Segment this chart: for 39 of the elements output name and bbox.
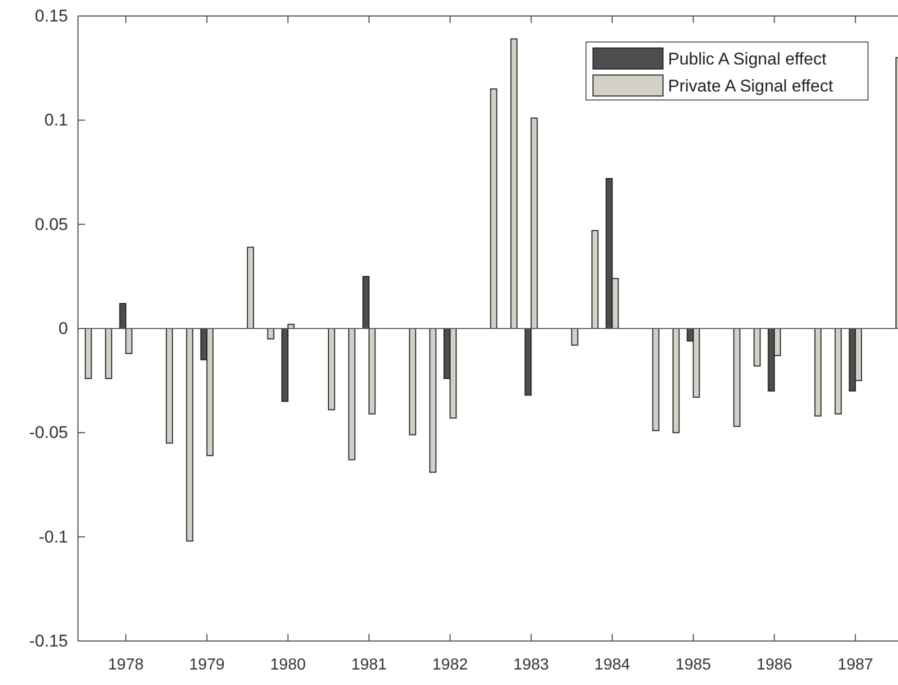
x-tick-label: 1987 xyxy=(838,656,874,674)
x-tick-label: 1985 xyxy=(675,656,712,674)
bar xyxy=(186,328,194,542)
legend-label: Private A Signal effect xyxy=(668,76,834,96)
bar xyxy=(490,88,498,329)
bar xyxy=(510,38,518,329)
y-tick-label: 0.1 xyxy=(44,110,68,130)
bar xyxy=(733,328,740,427)
x-tick-label: 1978 xyxy=(108,656,144,674)
bar xyxy=(166,328,173,444)
x-tick-label: 1986 xyxy=(756,656,792,674)
bar xyxy=(328,328,336,410)
y-tick-label: -0.1 xyxy=(38,527,68,546)
bar xyxy=(754,328,761,366)
y-tick-label: 0.15 xyxy=(34,6,68,26)
bar xyxy=(814,328,822,416)
y-tick-label: 0.05 xyxy=(34,214,68,234)
bar xyxy=(591,230,599,329)
bar xyxy=(409,328,416,436)
bar xyxy=(105,328,112,379)
bar xyxy=(348,328,356,460)
x-tick-label: 1979 xyxy=(189,656,225,674)
bar xyxy=(672,328,680,434)
y-tick-label: -0.15 xyxy=(29,632,68,650)
x-tick-label: 1981 xyxy=(351,656,387,674)
x-tick-label: 1984 xyxy=(594,656,630,674)
bar xyxy=(84,328,92,379)
x-tick-label: 1982 xyxy=(432,656,468,674)
bar xyxy=(834,328,842,414)
y-tick-label: -0.05 xyxy=(29,423,68,442)
bar xyxy=(571,328,578,346)
bar xyxy=(652,328,660,432)
x-tick-label: 1980 xyxy=(270,656,306,674)
bar xyxy=(429,328,436,473)
y-tick-label: 0 xyxy=(58,319,68,338)
legend-label: Public A Signal effect xyxy=(668,50,827,68)
bar xyxy=(246,246,254,329)
bar xyxy=(267,328,274,340)
x-tick-label: 1983 xyxy=(513,656,550,674)
